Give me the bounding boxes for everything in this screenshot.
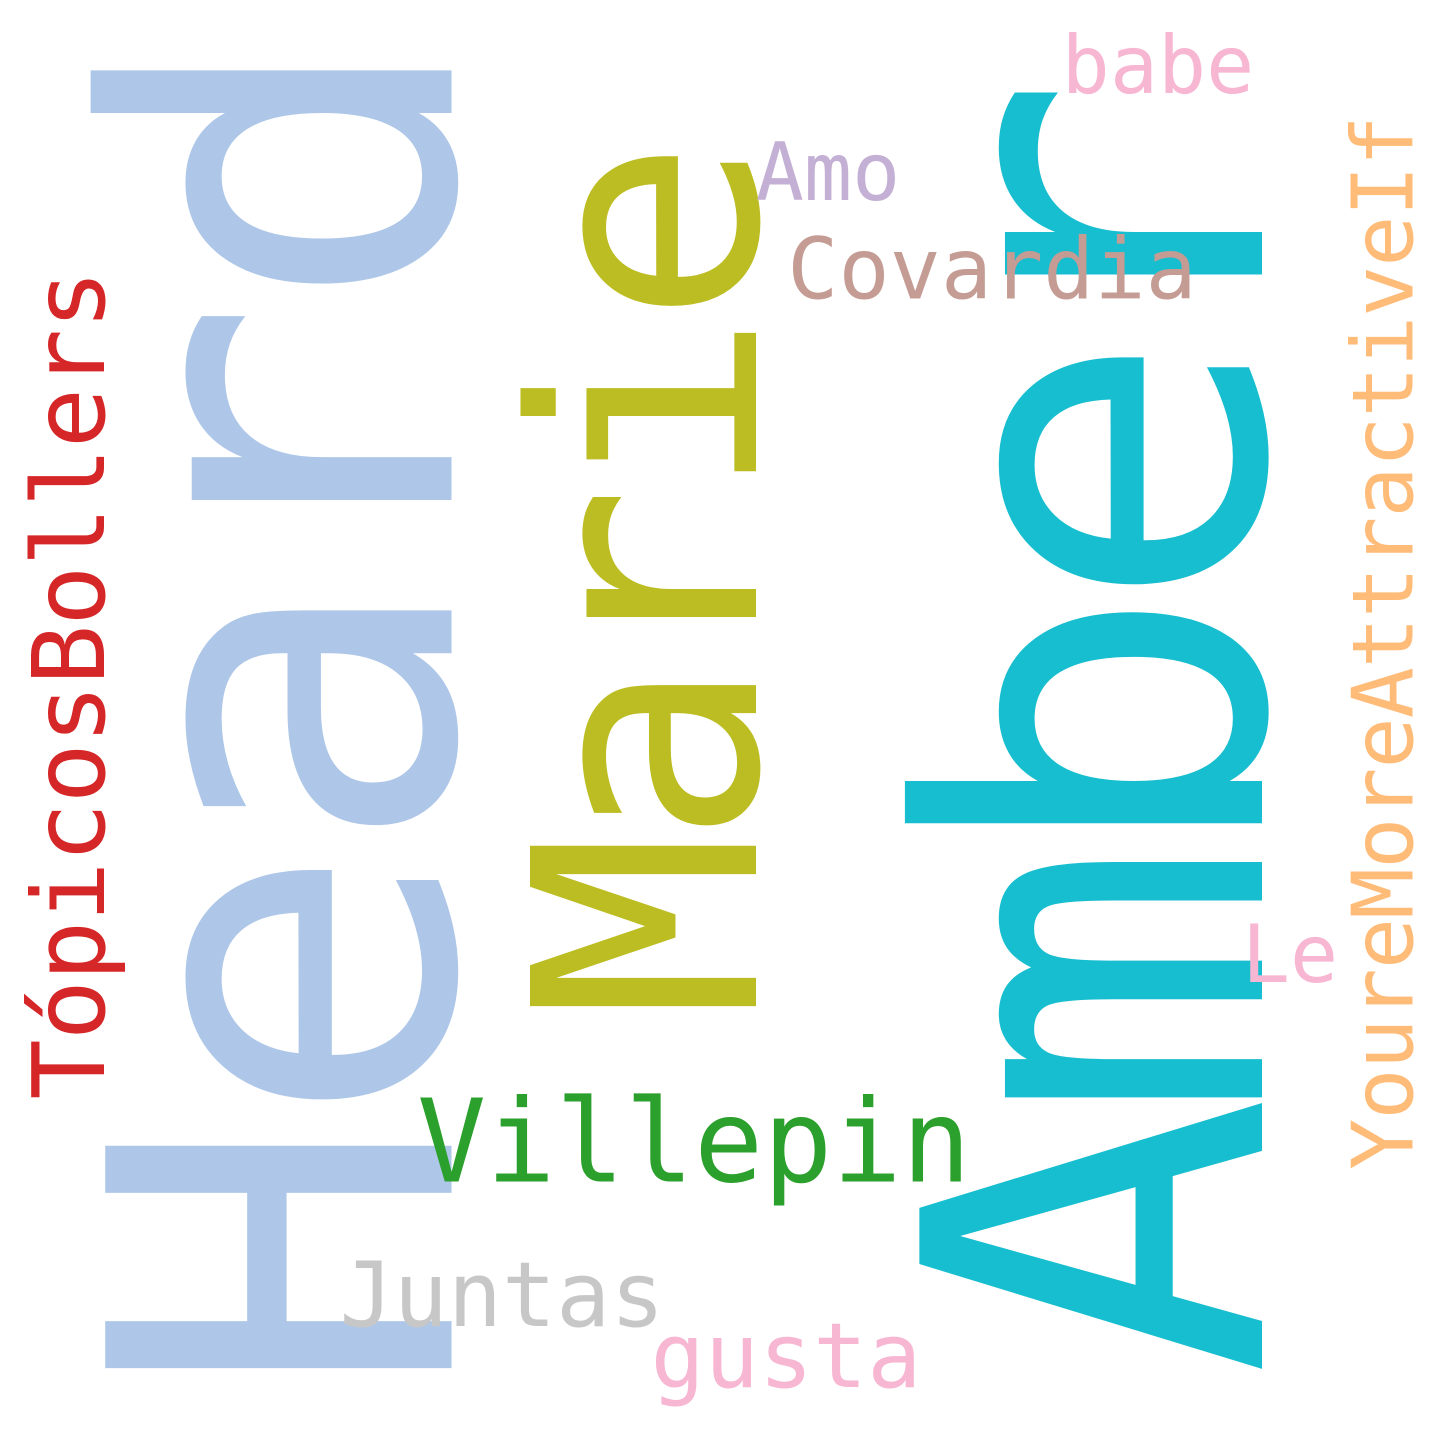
word-amo: Amo — [755, 126, 901, 219]
word-topicos-bollers: TópicosBollers — [11, 270, 128, 1100]
word-le: Le — [1241, 908, 1339, 1001]
word-youre-more-attractive-if: YoureMoreAttractiveIf — [1334, 116, 1434, 1170]
word-marie: Marie — [469, 150, 830, 1020]
word-gusta: gusta — [650, 1304, 922, 1409]
word-covardia: Covardia — [787, 220, 1197, 320]
word-babe: babe — [1061, 19, 1255, 112]
word-villepin: Villepin — [417, 1075, 971, 1210]
word-juntas: Juntas — [339, 1243, 665, 1348]
